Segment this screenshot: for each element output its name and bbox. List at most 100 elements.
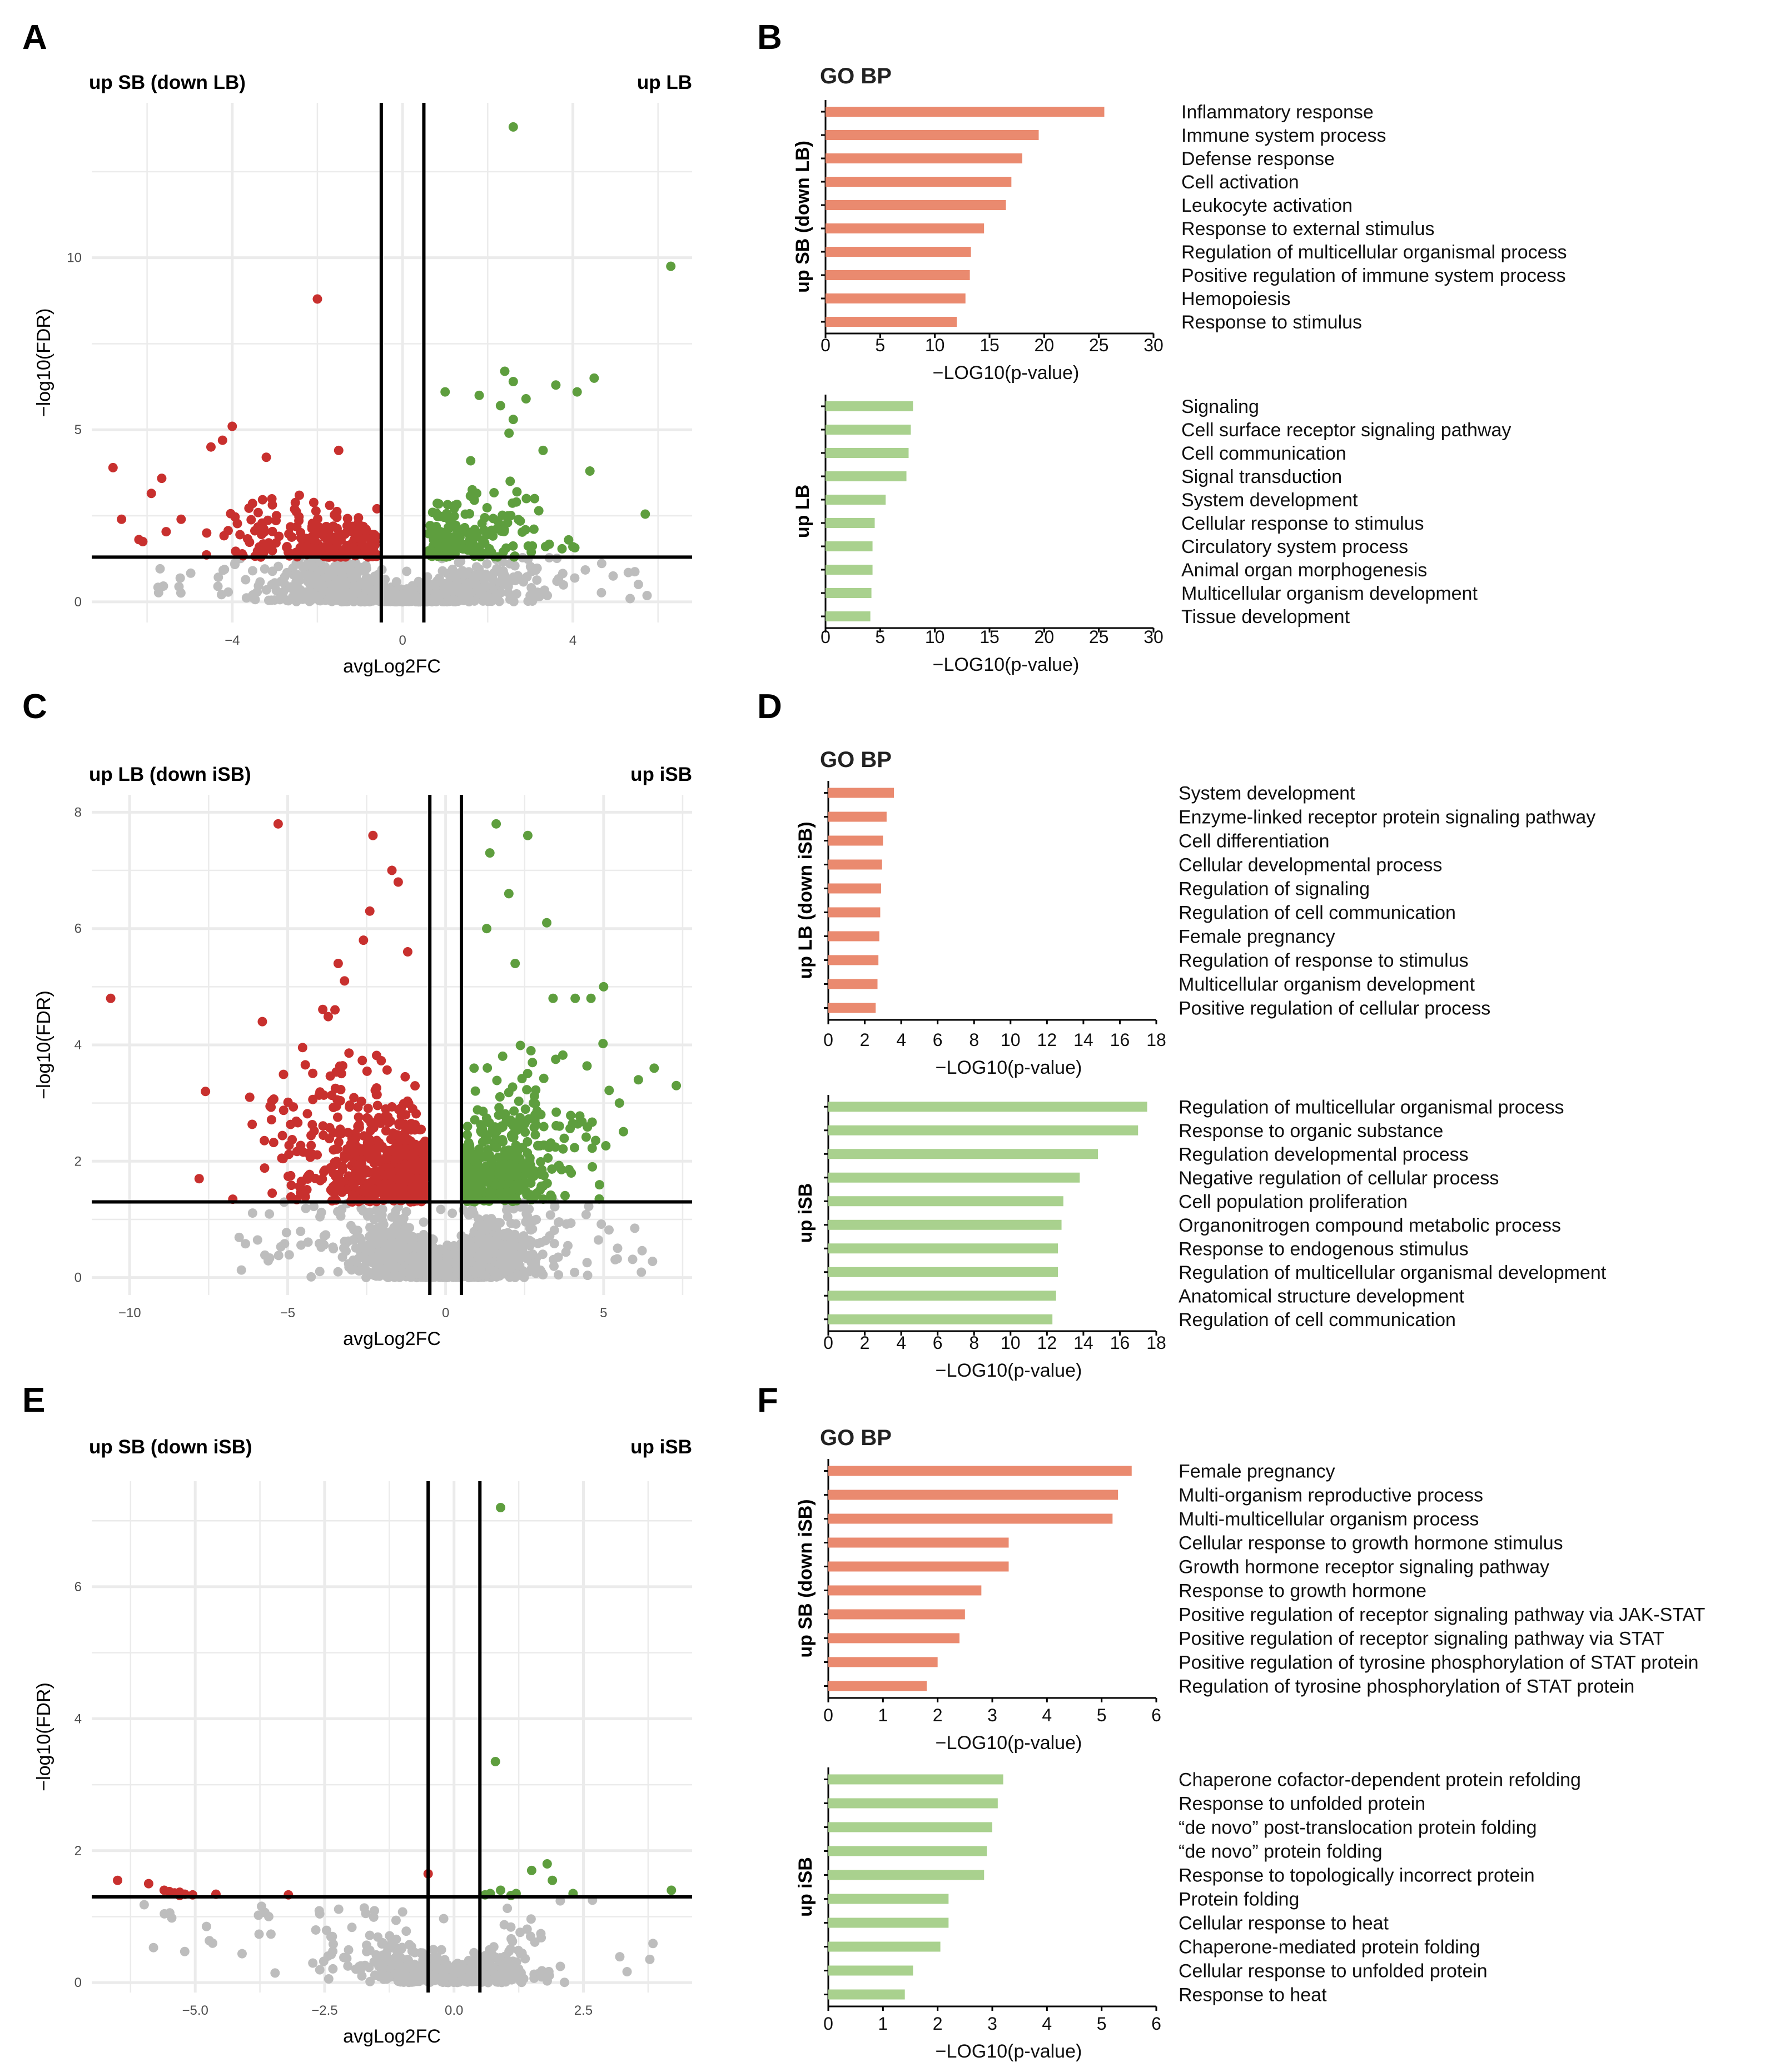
- point-down-regulated: [138, 536, 148, 546]
- point-down-regulated: [300, 1060, 310, 1070]
- point-up-regulated: [618, 1127, 628, 1137]
- point-down-regulated: [352, 529, 362, 539]
- point-not-significant: [274, 561, 284, 571]
- point-not-significant: [596, 1219, 606, 1229]
- point-not-significant: [362, 1267, 372, 1277]
- point-up-regulated: [466, 456, 476, 466]
- point-not-significant: [484, 1236, 494, 1246]
- point-up-regulated: [514, 1182, 524, 1192]
- point-up-regulated: [520, 1104, 530, 1114]
- point-not-significant: [271, 585, 281, 595]
- point-down-regulated: [117, 514, 127, 524]
- point-up-regulated: [471, 1179, 481, 1189]
- point-not-significant: [236, 1265, 246, 1275]
- point-not-significant: [622, 1967, 632, 1977]
- point-down-regulated: [374, 1113, 384, 1123]
- point-not-significant: [385, 1227, 395, 1237]
- point-not-significant: [454, 557, 464, 567]
- x-axis-title: avgLog2FC: [343, 656, 441, 677]
- point-down-regulated: [360, 1168, 370, 1178]
- point-down-regulated: [346, 1139, 356, 1149]
- point-up-regulated: [570, 1143, 580, 1153]
- point-up-regulated: [504, 428, 514, 438]
- point-not-significant: [308, 1958, 318, 1968]
- point-not-significant: [527, 566, 537, 576]
- point-up-regulated: [554, 1160, 564, 1171]
- point-up-regulated: [468, 485, 478, 495]
- point-not-significant: [466, 1257, 476, 1267]
- point-down-regulated: [387, 865, 397, 875]
- point-down-regulated: [397, 1168, 407, 1178]
- point-down-regulated: [347, 547, 357, 557]
- point-not-significant: [335, 578, 345, 588]
- y-tick-label: 0: [74, 595, 82, 610]
- point-up-regulated: [516, 1163, 526, 1173]
- point-down-regulated: [279, 1069, 289, 1079]
- point-down-regulated: [365, 534, 375, 544]
- point-down-regulated: [302, 1109, 312, 1119]
- point-down-regulated: [287, 1134, 297, 1144]
- point-not-significant: [440, 589, 450, 599]
- point-not-significant: [284, 596, 294, 606]
- point-down-regulated: [332, 512, 342, 522]
- point-down-regulated: [365, 906, 375, 916]
- point-not-significant: [406, 1231, 416, 1241]
- point-not-significant: [500, 571, 510, 581]
- point-not-significant: [402, 566, 412, 576]
- point-up-regulated: [530, 1130, 540, 1140]
- point-down-regulated: [245, 1092, 255, 1102]
- point-up-regulated: [572, 387, 582, 397]
- point-not-significant: [175, 573, 185, 583]
- point-down-regulated: [321, 521, 331, 531]
- point-up-regulated: [529, 1171, 539, 1181]
- point-up-regulated: [476, 1163, 486, 1173]
- point-down-regulated: [359, 935, 369, 945]
- point-down-regulated: [332, 1144, 342, 1154]
- point-not-significant: [612, 1254, 622, 1264]
- x-tick-label: −5: [280, 1306, 295, 1321]
- point-down-regulated: [294, 490, 304, 500]
- point-not-significant: [316, 579, 326, 589]
- point-up-regulated: [582, 1061, 592, 1071]
- point-up-regulated: [521, 494, 531, 504]
- point-up-regulated: [601, 1141, 611, 1151]
- point-not-significant: [596, 559, 606, 569]
- point-up-regulated: [554, 1121, 564, 1131]
- point-down-regulated: [311, 544, 321, 554]
- point-not-significant: [333, 1207, 343, 1217]
- point-down-regulated: [286, 1192, 296, 1202]
- point-down-regulated: [253, 507, 263, 517]
- point-not-significant: [637, 1267, 647, 1277]
- group-title-right: up iSB: [630, 764, 692, 785]
- point-not-significant: [404, 1255, 414, 1265]
- point-not-significant: [301, 1203, 311, 1213]
- point-up-regulated: [585, 466, 595, 476]
- point-down-regulated: [286, 1171, 296, 1181]
- point-not-significant: [186, 568, 196, 578]
- point-not-significant: [482, 1254, 492, 1264]
- point-down-regulated: [381, 1154, 391, 1164]
- point-down-regulated: [297, 1043, 307, 1053]
- point-up-regulated: [486, 547, 496, 557]
- point-up-regulated: [495, 1092, 505, 1102]
- point-not-significant: [334, 1904, 344, 1914]
- point-not-significant: [284, 1250, 294, 1260]
- point-down-regulated: [286, 1119, 296, 1129]
- point-not-significant: [473, 1221, 483, 1231]
- point-up-regulated: [515, 1040, 525, 1050]
- point-not-significant: [296, 1227, 306, 1237]
- point-down-regulated: [242, 534, 252, 544]
- point-down-regulated: [335, 1061, 345, 1071]
- point-up-regulated: [465, 1140, 475, 1150]
- point-down-regulated: [260, 1163, 270, 1173]
- point-down-regulated: [219, 531, 229, 541]
- point-not-significant: [339, 1243, 349, 1253]
- point-down-regulated: [411, 1109, 421, 1119]
- point-down-regulated: [230, 512, 240, 522]
- point-not-significant: [230, 560, 240, 570]
- point-not-significant: [350, 572, 360, 582]
- point-up-regulated: [434, 542, 444, 552]
- point-not-significant: [648, 1939, 658, 1949]
- point-not-significant: [499, 1268, 509, 1278]
